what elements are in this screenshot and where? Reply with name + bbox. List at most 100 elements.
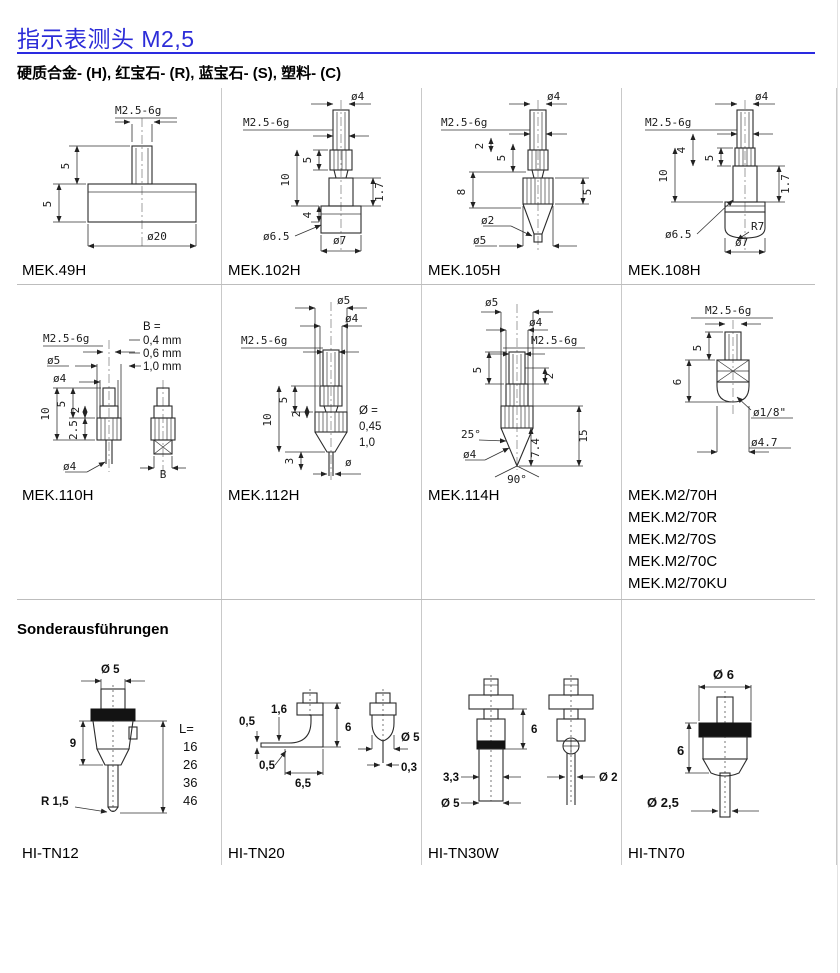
dimensions: ø5 ø4 M2.5-6g 5 2 10 3 ø [241,294,367,477]
mek-114h-drawing: ø5 ø4 M2.5-6g 5 2 15 25° 7.4 ø4 [461,296,590,486]
materials-subtitle: 硬质合金- (H), 红宝石- (R), 蓝宝石- (S), 塑料- (C) [17,65,342,82]
legend-value: 1,0 [359,437,375,449]
dim-label: 5 [581,189,594,196]
probe-outline [716,320,750,414]
mek-49h-drawing: M2.5-6g 5 5 ø20 [41,104,197,249]
probe-outline [698,691,752,818]
dim-label: 5 [691,345,704,352]
dimensions: Ø 6 6 Ø 2,5 [647,667,759,814]
dim-label: 3,3 [443,772,459,784]
grid-divider-h1 [17,284,815,285]
dim-label: ø6.5 [665,228,692,241]
hi-tn70-drawing: Ø 6 6 Ø 2,5 [647,667,759,818]
probe-outline [90,685,138,815]
dim-label: 10 [261,413,274,426]
hi-tn20-drawing: 0,5 1,6 6 0,5 6,5 Ø 5 0,3 [239,689,420,790]
dim-label: 6 [345,722,351,734]
legend-value: 26 [183,757,197,772]
page-edge [837,0,838,973]
dim-label: 10 [279,173,292,186]
dim-label: Ø 2 [599,772,618,784]
dimensions: 6 3,3 Ø 5 Ø 2 [441,708,618,810]
dim-label: 9 [70,738,76,750]
mek-m270-drawing: M2.5-6g 5 6 ø1/8" ø4.7 [671,304,793,455]
dim-label: ø4 [53,372,67,385]
product-label: HI-TN30W [428,845,499,862]
dim-label: 25° [461,428,481,441]
mek-108h-drawing: ø4 M2.5-6g 5 4 10 1.7 R7 ø6.5 ø7 [645,90,792,255]
page-title: 指示表测头 M2,5 [17,26,195,52]
probe-outline [522,100,554,250]
grid-divider-v4 [836,88,837,865]
dim-label: ø [345,456,352,469]
legend-value: 0,6 mm [143,348,181,360]
dim-label: ø7 [735,236,748,249]
product-label: HI-TN20 [228,845,285,862]
dim-label: M2.5-6g [243,116,289,129]
dim-label: B [160,468,167,481]
dim-label: 10 [657,169,670,182]
dim-label: 2.5 [67,420,80,440]
dim-label: 7.4 [529,438,542,458]
dim-label: ø4 [63,460,77,473]
dim-label: 1.7 [779,174,792,194]
probe-outline [500,304,534,470]
dim-label: ø4 [463,448,477,461]
dim-label: M2.5-6g [115,104,161,117]
dim-label: M2.5-6g [705,304,751,317]
probe-outline [468,675,594,805]
dim-label: M2.5-6g [531,334,577,347]
dim-label: 6 [677,743,684,758]
dim-label: ø4 [345,312,359,325]
legend-label: L= [179,721,194,736]
product-label: MEK.M2/70KU [628,575,728,592]
probe-outline [314,302,348,480]
legend-label: Ø = [359,405,378,417]
dim-label: ø6.5 [263,230,290,243]
dim-label: 10 [39,407,52,420]
product-label: MEK.102H [228,262,301,279]
dim-label: 4 [675,146,688,153]
probe-outline [724,100,766,250]
legend-value: 16 [183,739,197,754]
dimensions: ø4 M2.5-6g 5 10 4 ø6.5 1.7 ø7 [243,90,386,254]
dim-label: 5 [471,367,484,374]
hi-tn12-drawing: L= 16 26 36 46 Ø 5 9 R 1,5 [41,664,197,815]
probe-outline [320,100,362,250]
dim-label: ø4 [547,90,561,103]
dim-label: 1,6 [271,704,287,716]
dim-label: 3 [283,458,296,465]
dim-label: R7 [751,220,764,233]
legend: B = 0,4 mm 0,6 mm 1,0 mm [128,321,181,373]
dim-label: 5 [55,401,68,408]
dim-label: M2.5-6g [241,334,287,347]
dim-label: 15 [577,429,590,442]
dim-label: ø4 [755,90,769,103]
legend-value: 0,45 [359,421,381,433]
grid-divider-v1 [221,88,222,865]
product-label: MEK.49H [22,262,87,279]
legend: Ø = 0,45 1,0 [359,405,381,449]
dim-label: M2.5-6g [441,116,487,129]
dim-label: ø5 [473,234,486,247]
dim-label: M2.5-6g [645,116,691,129]
grid-divider-h2 [17,599,815,600]
mek-102h-drawing: ø4 M2.5-6g 5 10 4 ø6.5 1.7 ø7 [243,90,386,254]
dimensions: M2.5-6g ø5 ø4 10 5 2 2.5 ø4 B [39,332,186,481]
dim-label: 6 [671,379,684,386]
dim-label: 5 [495,155,508,162]
dim-label: ø5 [485,296,498,309]
product-label: MEK.112H [228,487,300,504]
dim-label: Ø 6 [713,667,734,682]
dim-label: 1.7 [373,182,386,202]
legend: L= 16 26 36 46 [179,721,197,808]
dimensions: ø4 M2.5-6g 5 4 10 1.7 R7 ø6.5 ø7 [645,90,792,255]
dim-label: ø5 [337,294,350,307]
probe-outline [87,118,197,246]
probe-outline [96,340,176,472]
dim-label: Ø 5 [401,732,420,744]
dim-label: 4 [301,211,314,218]
dimensions: 0,5 1,6 6 0,5 6,5 Ø 5 0,3 [239,702,420,790]
dim-label: ø1/8" [753,406,786,419]
